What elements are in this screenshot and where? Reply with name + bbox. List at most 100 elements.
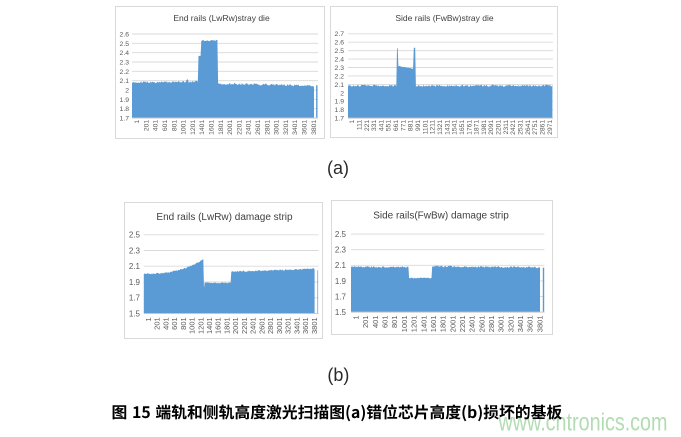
svg-text:1: 1 xyxy=(349,120,356,124)
svg-text:201: 201 xyxy=(143,120,150,132)
svg-text:Side rails(FwBw) damage strip: Side rails(FwBw) damage strip xyxy=(373,211,509,222)
svg-text:2001: 2001 xyxy=(227,120,234,135)
svg-text:2861: 2861 xyxy=(540,120,547,135)
svg-text:1761: 1761 xyxy=(466,120,473,135)
svg-text:3001: 3001 xyxy=(275,317,284,334)
svg-text:2.2: 2.2 xyxy=(120,69,130,76)
svg-text:2421: 2421 xyxy=(510,120,517,135)
svg-text:1201: 1201 xyxy=(190,120,197,135)
svg-text:2.3: 2.3 xyxy=(120,60,130,67)
svg-text:801: 801 xyxy=(171,120,178,132)
svg-text:1201: 1201 xyxy=(410,316,419,333)
svg-text:1541: 1541 xyxy=(452,120,459,135)
svg-text:1: 1 xyxy=(352,316,361,320)
svg-text:2601: 2601 xyxy=(477,316,486,333)
svg-text:401: 401 xyxy=(161,317,170,330)
svg-text:www.cntronics.com: www.cntronics.com xyxy=(498,409,668,437)
svg-text:1: 1 xyxy=(134,120,141,124)
svg-text:1981: 1981 xyxy=(481,120,488,135)
svg-text:991: 991 xyxy=(415,120,422,132)
svg-text:2401: 2401 xyxy=(246,120,253,135)
svg-text:3001: 3001 xyxy=(497,316,506,333)
svg-text:801: 801 xyxy=(179,317,188,330)
svg-text:2801: 2801 xyxy=(266,317,275,334)
svg-text:End rails (LwRw) damage strip: End rails (LwRw) damage strip xyxy=(156,212,293,223)
svg-text:2.1: 2.1 xyxy=(129,262,141,271)
svg-text:551: 551 xyxy=(386,120,393,132)
svg-text:1.9: 1.9 xyxy=(129,278,141,287)
svg-text:3601: 3601 xyxy=(301,317,310,334)
svg-text:1801: 1801 xyxy=(218,120,225,135)
svg-text:End rails (LwRw)stray die: End rails (LwRw)stray die xyxy=(173,13,270,23)
svg-text:3401: 3401 xyxy=(292,120,299,135)
svg-text:2641: 2641 xyxy=(525,120,532,135)
svg-text:801: 801 xyxy=(390,316,399,329)
svg-text:2.7: 2.7 xyxy=(335,31,345,38)
svg-text:1201: 1201 xyxy=(196,317,205,334)
svg-text:2.5: 2.5 xyxy=(335,230,347,239)
svg-text:2.5: 2.5 xyxy=(120,41,130,48)
svg-text:2.5: 2.5 xyxy=(335,48,345,55)
svg-text:2311: 2311 xyxy=(503,120,510,135)
svg-text:2.1: 2.1 xyxy=(335,261,347,270)
svg-text:601: 601 xyxy=(162,120,169,132)
svg-text:3201: 3201 xyxy=(283,120,290,135)
svg-text:2971: 2971 xyxy=(547,120,554,135)
svg-text:2: 2 xyxy=(340,90,344,97)
svg-text:1431: 1431 xyxy=(444,120,451,135)
svg-text:3201: 3201 xyxy=(284,317,293,334)
svg-text:2201: 2201 xyxy=(496,120,503,135)
svg-text:1.9: 1.9 xyxy=(120,97,130,104)
svg-text:2: 2 xyxy=(125,87,129,94)
svg-text:1211: 1211 xyxy=(430,120,437,135)
svg-text:1101: 1101 xyxy=(422,120,429,135)
svg-text:201: 201 xyxy=(361,316,370,329)
svg-text:1.7: 1.7 xyxy=(129,294,141,303)
svg-text:1.8: 1.8 xyxy=(120,106,130,113)
svg-text:1401: 1401 xyxy=(419,316,428,333)
svg-text:1001: 1001 xyxy=(188,317,197,334)
svg-text:2.1: 2.1 xyxy=(120,78,130,85)
svg-text:3201: 3201 xyxy=(506,316,515,333)
svg-text:1801: 1801 xyxy=(439,316,448,333)
svg-text:2.3: 2.3 xyxy=(335,65,345,72)
svg-text:3801: 3801 xyxy=(535,316,544,333)
svg-text:1.5: 1.5 xyxy=(335,308,347,317)
svg-text:1.7: 1.7 xyxy=(335,116,345,123)
svg-text:2.5: 2.5 xyxy=(129,231,141,240)
svg-text:1.7: 1.7 xyxy=(335,292,347,301)
svg-text:3401: 3401 xyxy=(292,317,301,334)
svg-text:2.2: 2.2 xyxy=(335,73,345,80)
svg-text:1801: 1801 xyxy=(223,317,232,334)
svg-text:3601: 3601 xyxy=(526,316,535,333)
svg-text:2.1: 2.1 xyxy=(335,82,345,89)
svg-text:2.4: 2.4 xyxy=(335,57,345,64)
svg-text:1.9: 1.9 xyxy=(335,277,347,286)
svg-text:201: 201 xyxy=(153,317,162,330)
svg-text:221: 221 xyxy=(364,120,371,132)
svg-text:111: 111 xyxy=(356,120,363,131)
svg-text:2801: 2801 xyxy=(264,120,271,135)
svg-text:3001: 3001 xyxy=(274,120,281,135)
svg-text:601: 601 xyxy=(170,317,179,330)
svg-text:331: 331 xyxy=(371,120,378,132)
svg-text:1.8: 1.8 xyxy=(335,107,345,114)
svg-text:401: 401 xyxy=(371,316,380,329)
svg-text:(b): (b) xyxy=(327,365,349,385)
svg-text:1.9: 1.9 xyxy=(335,99,345,106)
svg-text:441: 441 xyxy=(378,120,385,132)
svg-text:771: 771 xyxy=(400,120,407,132)
svg-text:1601: 1601 xyxy=(209,120,216,135)
svg-text:2751: 2751 xyxy=(532,120,539,135)
svg-text:1601: 1601 xyxy=(214,317,223,334)
svg-text:1401: 1401 xyxy=(205,317,214,334)
svg-text:401: 401 xyxy=(153,120,160,132)
svg-text:2091: 2091 xyxy=(488,120,495,135)
svg-text:2.3: 2.3 xyxy=(335,246,347,255)
svg-text:2801: 2801 xyxy=(487,316,496,333)
svg-text:1401: 1401 xyxy=(199,120,206,135)
svg-text:1001: 1001 xyxy=(181,120,188,135)
svg-text:1321: 1321 xyxy=(437,120,444,135)
svg-text:1.7: 1.7 xyxy=(120,115,130,122)
svg-text:2001: 2001 xyxy=(231,317,240,334)
